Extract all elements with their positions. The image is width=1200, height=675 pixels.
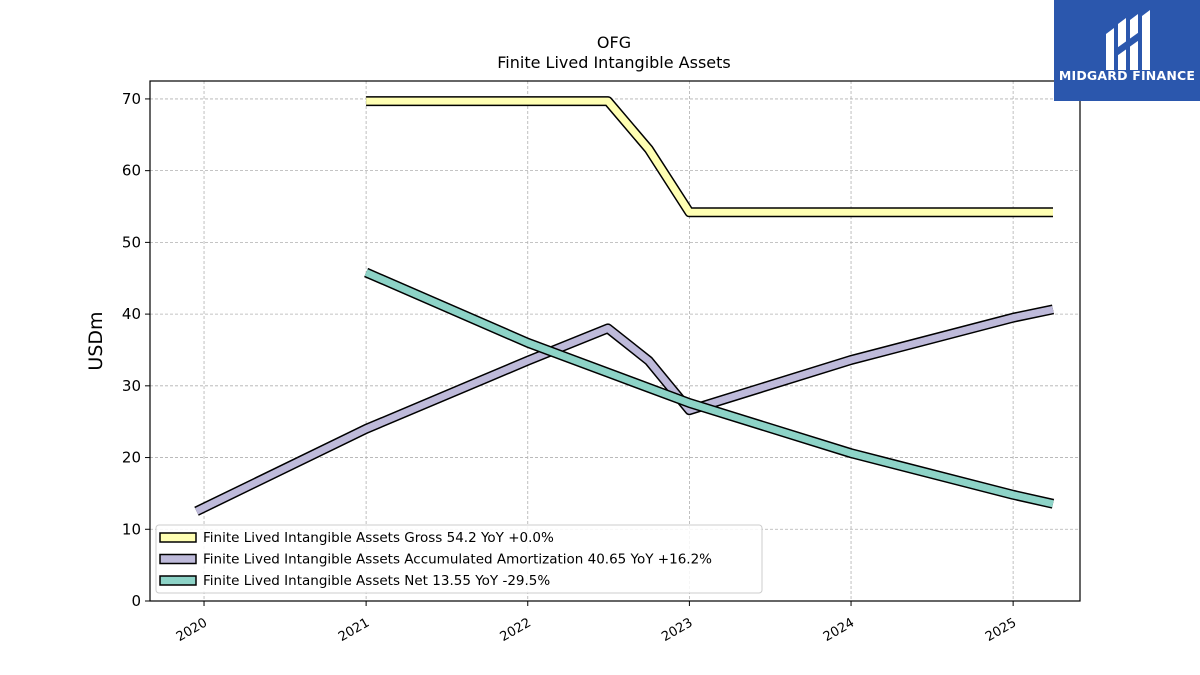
x-tick-label: 2024	[821, 615, 857, 645]
series-line-1	[194, 305, 1054, 515]
plot-area	[149, 80, 1081, 602]
brand-mark-icon	[1106, 10, 1150, 70]
chart-title: OFG	[597, 33, 631, 52]
series-line-2	[364, 269, 1054, 508]
legend-label-0: Finite Lived Intangible Assets Gross 54.…	[203, 530, 554, 546]
x-tick-label: 2022	[498, 615, 534, 645]
series-layer	[194, 96, 1055, 516]
y-tick-label: 50	[122, 233, 141, 251]
brand-name: MIDGARD FINANCE	[1058, 68, 1196, 83]
legend-label-2: Finite Lived Intangible Assets Net 13.55…	[203, 573, 550, 589]
series-line-0	[366, 97, 1053, 216]
x-tick-label: 2020	[174, 615, 210, 645]
y-tick-label: 10	[122, 520, 141, 538]
chart-subtitle: Finite Lived Intangible Assets	[497, 53, 730, 72]
legend-label-1: Finite Lived Intangible Assets Accumulat…	[203, 552, 712, 568]
y-tick-label: 70	[122, 90, 141, 108]
y-axis: 0 10 20 30 40 50 60 70	[122, 90, 150, 610]
legend-swatch-1	[159, 553, 197, 565]
legend-swatch-0	[159, 532, 197, 543]
x-tick-label: 2023	[659, 615, 695, 645]
y-axis-label: USDm	[85, 311, 107, 370]
x-tick-label: 2025	[983, 615, 1019, 645]
x-tick-label: 2021	[336, 615, 372, 645]
y-tick-label: 20	[122, 449, 141, 467]
series-outline-0	[366, 96, 1053, 218]
legend: Finite Lived Intangible Assets Gross 54.…	[155, 524, 763, 594]
y-tick-label: 0	[131, 592, 141, 610]
y-tick-label: 40	[122, 305, 141, 323]
legend-swatch-2	[159, 575, 197, 586]
legend-box	[155, 524, 763, 594]
y-tick-label: 30	[122, 377, 141, 395]
y-tick-label: 60	[122, 162, 141, 180]
brand-logo: MIDGARD FINANCE	[1054, 0, 1200, 101]
x-axis: 2020 2021 2022 2023 2024 2025	[174, 601, 1019, 645]
